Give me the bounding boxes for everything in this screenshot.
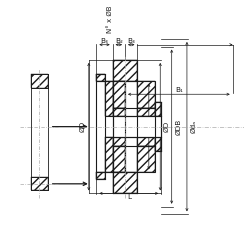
Text: B₁: B₁ xyxy=(175,88,183,94)
Polygon shape xyxy=(112,60,138,81)
Text: ØC: ØC xyxy=(152,121,158,132)
Polygon shape xyxy=(112,108,125,116)
Polygon shape xyxy=(112,172,138,193)
Text: N° x ØB: N° x ØB xyxy=(107,6,113,33)
Text: B₃: B₃ xyxy=(100,38,108,44)
Polygon shape xyxy=(112,81,125,108)
Polygon shape xyxy=(112,146,125,172)
Polygon shape xyxy=(112,116,161,137)
Polygon shape xyxy=(105,81,112,116)
Polygon shape xyxy=(96,34,161,219)
Text: ØD: ØD xyxy=(80,121,86,132)
Polygon shape xyxy=(138,146,154,172)
Polygon shape xyxy=(138,81,154,108)
Polygon shape xyxy=(31,177,48,190)
Polygon shape xyxy=(154,137,161,152)
Text: L: L xyxy=(127,194,131,200)
Polygon shape xyxy=(96,74,105,81)
Polygon shape xyxy=(138,137,154,146)
Polygon shape xyxy=(31,74,48,88)
Text: Ødₐ: Ødₐ xyxy=(190,120,196,133)
Text: ØD: ØD xyxy=(164,121,170,132)
Text: ØDB: ØDB xyxy=(175,118,181,135)
Polygon shape xyxy=(154,102,161,116)
Text: B₃: B₃ xyxy=(127,38,135,44)
Polygon shape xyxy=(138,108,154,116)
Polygon shape xyxy=(105,137,112,172)
Text: B₂: B₂ xyxy=(115,38,123,44)
Polygon shape xyxy=(96,172,105,179)
Polygon shape xyxy=(112,137,125,146)
